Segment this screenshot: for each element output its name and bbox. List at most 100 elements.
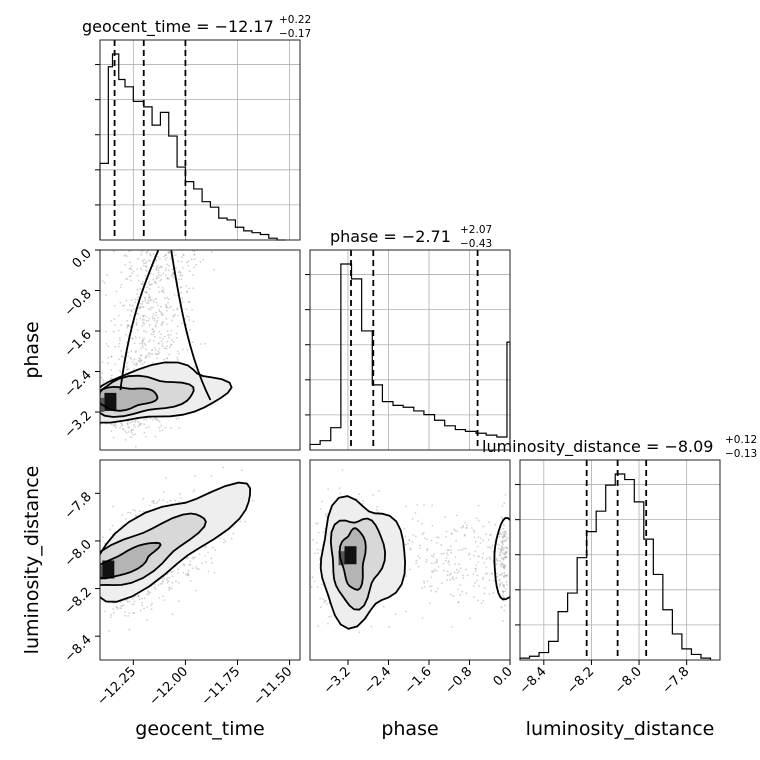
scatter-point [118, 314, 120, 317]
scatter-point [138, 336, 141, 339]
hist-grid-luminosity_distance [520, 460, 720, 660]
scatter-point [154, 325, 157, 328]
scatter-point [440, 552, 443, 555]
scatter-point [133, 308, 136, 311]
scatter-point [453, 578, 455, 581]
scatter-point [430, 539, 433, 542]
scatter-point [163, 255, 166, 258]
scatter-point [141, 597, 143, 600]
scatter-point [153, 583, 156, 586]
scatter-point [186, 247, 188, 249]
scatter-point [155, 352, 158, 355]
scatter-point [448, 563, 451, 566]
scatter-point [130, 299, 133, 301]
scatter-point [504, 494, 507, 496]
scatter-point [501, 558, 504, 560]
scatter-point [170, 571, 173, 573]
scatter-point [198, 553, 201, 556]
scatter-point [193, 366, 196, 368]
scatter-point [477, 555, 480, 558]
scatter-point [130, 431, 133, 434]
scatter-point [185, 285, 188, 287]
scatter-point [187, 574, 190, 577]
scatter-point [484, 587, 486, 589]
scatter-point [200, 343, 202, 345]
scatter-point [138, 423, 141, 426]
scatter-point [170, 344, 172, 346]
scatter-point [158, 420, 161, 423]
scatter-point [324, 599, 327, 602]
scatter-point [505, 574, 507, 577]
scatter-point [155, 417, 158, 420]
scatter-point [136, 329, 139, 331]
scatter-point [155, 268, 158, 270]
scatter-point [82, 398, 84, 400]
scatter-point [500, 605, 503, 608]
scatter-point [119, 422, 122, 424]
scatter-point [174, 499, 177, 502]
scatter-point [159, 583, 162, 585]
scatter-point [157, 255, 160, 258]
scatter-point [168, 576, 171, 579]
scatter-point [446, 552, 448, 554]
scatter-point [168, 586, 171, 589]
scatter-point [473, 536, 476, 539]
scatter-point [495, 559, 498, 561]
scatter-point [154, 417, 157, 420]
scatter-point [160, 323, 163, 325]
scatter-point [188, 319, 191, 321]
scatter-point [419, 547, 422, 549]
scatter-point [125, 365, 128, 368]
scatter-point [189, 563, 192, 566]
scatter-point [501, 505, 504, 507]
scatter-point [326, 512, 329, 515]
scatter-point [149, 296, 152, 298]
scatter-point [459, 594, 462, 596]
scatter-point [449, 579, 452, 581]
scatter-point [188, 287, 191, 290]
scatter-point [316, 522, 319, 525]
scatter-point [175, 332, 178, 335]
scatter-point [154, 588, 157, 590]
scatter-point [161, 343, 164, 345]
scatter-point [182, 571, 185, 574]
scatter-point [322, 598, 324, 600]
scatter-point [105, 330, 107, 333]
scatter-point [124, 611, 127, 613]
scatter-point [319, 597, 322, 600]
scatter-point [314, 552, 316, 555]
scatter-point [500, 565, 503, 568]
title-phase-lower: −0.43 [460, 238, 492, 250]
pair-panel-geocent_time-phase [82, 247, 301, 451]
scatter-point [484, 533, 487, 536]
scatter-point [135, 323, 138, 326]
scatter-point [430, 576, 433, 579]
scatter-point [119, 286, 122, 289]
scatter-point [496, 572, 498, 575]
y-tick-label-phase: −3.2 [62, 408, 95, 441]
hist-panel-luminosity_distance [515, 459, 721, 661]
scatter-point [124, 264, 127, 266]
scatter-point [130, 309, 133, 312]
scatter-point [498, 533, 501, 536]
scatter-point [143, 431, 146, 434]
scatter-point [437, 565, 440, 568]
scatter-point [177, 314, 179, 317]
scatter-point [501, 590, 504, 593]
scatter-point [166, 357, 168, 360]
scatter-point [121, 605, 124, 607]
scatter-point [499, 532, 502, 534]
scatter-point [176, 294, 179, 297]
scatter-point [172, 341, 175, 343]
scatter-point [370, 625, 373, 628]
scatter-point [105, 343, 108, 345]
scatter-point [230, 537, 233, 540]
contour-line [329, 517, 387, 611]
scatter-point [141, 604, 144, 607]
scatter-point [430, 570, 433, 573]
scatter-point [450, 533, 453, 535]
scatter-point [149, 260, 152, 262]
scatter-point [113, 611, 115, 614]
scatter-point [499, 548, 502, 551]
scatter-point [176, 307, 179, 310]
